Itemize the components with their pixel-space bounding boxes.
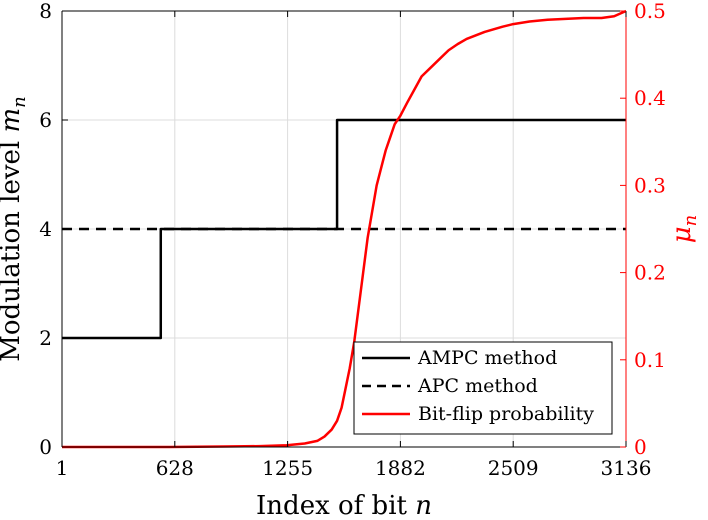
y-left-tick-label-2: 4 (39, 217, 52, 241)
y-right-axis-label-variable: μ (667, 226, 697, 243)
legend-label-bitflip: Bit-flip probability (418, 403, 594, 425)
legend-box (353, 341, 613, 435)
y-left-tick-label-4: 8 (39, 0, 52, 23)
y-left-axis-label-subscript: n (9, 96, 30, 108)
y-left-axis-label-variable: m (0, 108, 26, 133)
x-tick-label-3: 1882 (375, 456, 426, 480)
series-line-0 (62, 118, 626, 340)
y-left-axis-label-text: Modulation level (0, 132, 26, 361)
x-axis-label: Index of bit n (256, 491, 432, 520)
legend: AMPC method APC method Bit-flip probabil… (353, 341, 613, 435)
y-left-axis-label: Modulation level mn (0, 96, 30, 362)
series-layer (62, 9, 627, 449)
x-tick-label-5: 3136 (601, 456, 652, 480)
y-left-tick-label-3: 6 (39, 108, 52, 132)
labels-layer: Index of bit n Modulation level mn μn (0, 96, 701, 520)
x-tick-label-2: 1255 (262, 456, 313, 480)
y-right-axis-label-subscript: n (680, 215, 701, 227)
y-left-tick-label-0: 0 (39, 435, 52, 459)
legend-label-ampc: AMPC method (417, 347, 557, 369)
y-right-tick-label-2: 0.2 (634, 261, 666, 285)
y-right-tick-label-3: 0.3 (634, 173, 666, 197)
y-left-tick-label-1: 2 (39, 326, 52, 350)
legend-label-apc: APC method (417, 375, 538, 397)
y-right-tick-label-0: 0 (634, 435, 647, 459)
x-tick-label-1: 628 (156, 456, 194, 480)
x-axis-label-text: Index of bit (256, 491, 415, 520)
y-right-tick-label-4: 0.4 (634, 86, 666, 110)
y-right-axis-label: μn (667, 215, 701, 244)
x-tick-label-0: 1 (56, 456, 69, 480)
y-right-tick-label-1: 0.1 (634, 348, 666, 372)
series-line-2 (62, 9, 627, 449)
x-axis-label-variable: n (415, 491, 432, 520)
y-right-tick-label-5: 0.5 (634, 0, 666, 23)
ticks-layer: 1 628 1255 1882 2509 31360246800.10.20.30.40.… (39, 0, 666, 480)
x-tick-label-4: 2509 (488, 456, 539, 480)
